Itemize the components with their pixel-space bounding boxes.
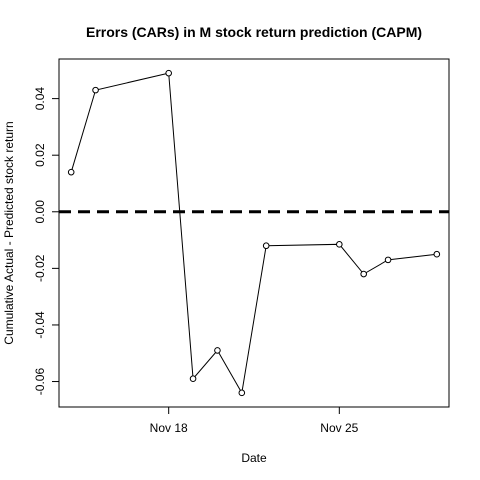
data-point [92,86,99,94]
data-point [238,389,246,397]
y-tick-label: 0.00 [33,200,47,224]
y-tick-label: 0.04 [33,87,47,111]
data-point [336,241,343,248]
x-axis: Nov 18 Nov 25 [150,407,359,435]
series-line [70,72,437,395]
plot-frame [58,58,450,408]
chart-title: Errors (CARs) in M stock return predicti… [86,24,422,40]
data-point [262,242,270,250]
x-tick-label: Nov 18 [150,421,188,435]
data-point [165,69,172,77]
data-point [189,375,197,383]
data-point [214,347,221,354]
y-tick-label: 0.02 [33,143,47,167]
data-point [384,256,392,264]
y-tick-label: -0.02 [33,254,47,282]
data-point [67,168,75,176]
x-tick-label: Nov 25 [320,421,358,435]
y-tick-label: -0.04 [33,311,47,339]
car-series [67,69,441,397]
x-axis-label: Date [241,451,267,465]
y-axis: -0.06 -0.04 -0.02 0.00 0.02 0.04 [33,87,59,396]
y-tick-label: -0.06 [33,368,47,396]
y-axis-label: Cumulative Actual - Predicted stock retu… [2,121,16,344]
data-point [433,250,441,258]
data-point [360,270,367,278]
